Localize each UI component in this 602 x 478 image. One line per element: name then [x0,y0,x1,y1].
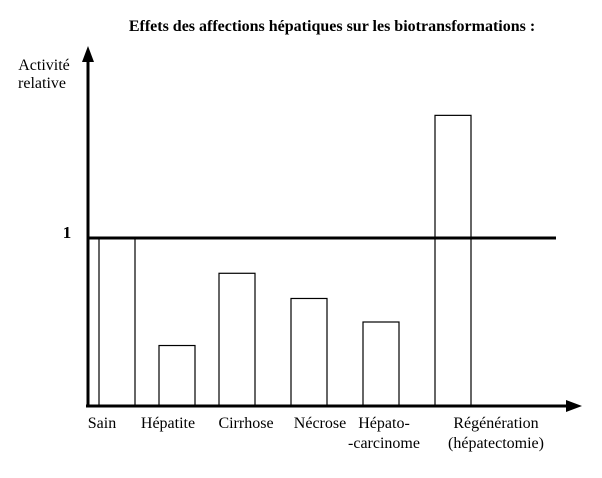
bar-sain [98,237,136,407]
x-tick-label-regeneration: Régénération [453,415,538,432]
x-axis-labels: Sain Hépatite Cirrhose Nécrose Hépato- -carci… [88,415,544,452]
x-tick-label-cirrhose: Cirrhose [218,415,273,432]
bar-cirrhose [218,272,256,407]
x-axis-arrowhead [566,400,582,412]
x-tick-label-hepato: Hépato- [358,415,410,432]
bar-regeneration [434,114,472,407]
chart-title: Effets des affections hépatiques sur les… [129,18,535,35]
bars [98,114,472,407]
x-tick-label-necrose: Nécrose [294,415,346,432]
y-axis-label-line-2: relative [18,75,66,92]
bar-hepatite [158,344,196,407]
y-axis-label-line-1: Activité [18,57,70,74]
y-axis-arrowhead [82,46,94,62]
bar-necrose [290,297,328,407]
reference-line-label: 1 [63,223,72,242]
x-tick-label-hepatite: Hépatite [141,415,195,432]
x-tick-label-regeneration-line-2: (hépatectomie) [448,435,544,452]
bar-hepato [362,321,400,407]
x-tick-label-hepato-line-2: -carcinome [348,435,420,452]
x-tick-label-sain: Sain [88,415,116,432]
